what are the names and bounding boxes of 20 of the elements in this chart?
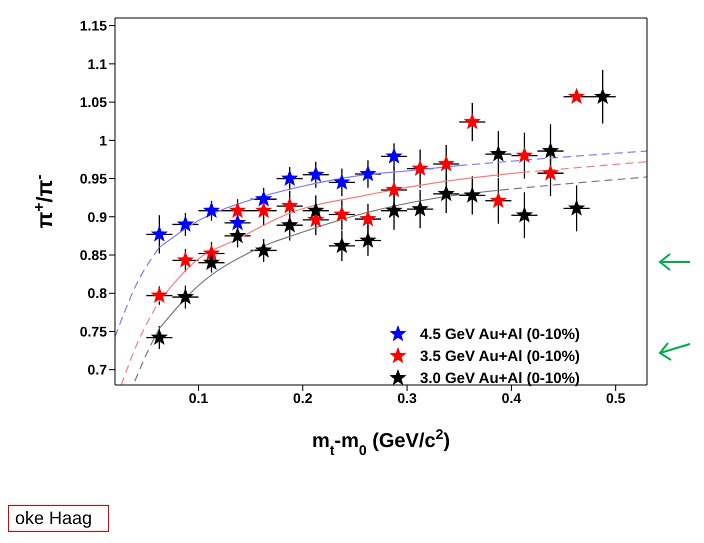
y-tick-label: 1	[99, 132, 108, 148]
y-tick-label: 1.1	[88, 56, 108, 72]
y-tick-label: 0.7	[88, 362, 108, 378]
x-tick-label: 0.3	[397, 390, 418, 406]
y-tick-label: 0.8	[88, 285, 108, 302]
text: oke Haag	[8, 505, 110, 532]
x-tick-label: 0.1	[188, 390, 208, 406]
y-tick-label: 1.15	[80, 18, 108, 34]
x-axis-title: m$_{t}$-m$_{0}$ (GeV/c$^{2}$)	[312, 426, 450, 458]
x-tick-label: 0.5	[606, 390, 626, 406]
y-tick-label: 0.95	[80, 170, 108, 187]
y-tick-label: 0.75	[80, 323, 108, 340]
x-tick-label: 0.4	[502, 390, 522, 406]
legend-label: 3.5 GeV Au+Al (0-10%)	[420, 348, 580, 364]
x-tick-label: 0.2	[293, 390, 313, 406]
y-tick-label: 0.85	[80, 246, 108, 263]
legend-label: 4.5 GeV Au+Al (0-10%)	[420, 326, 580, 342]
y-tick-label: 1.05	[80, 94, 108, 110]
legend-label: 3.0 GeV Au+Al (0-10%)	[420, 370, 580, 386]
y-tick-label: 0.9	[88, 208, 108, 225]
